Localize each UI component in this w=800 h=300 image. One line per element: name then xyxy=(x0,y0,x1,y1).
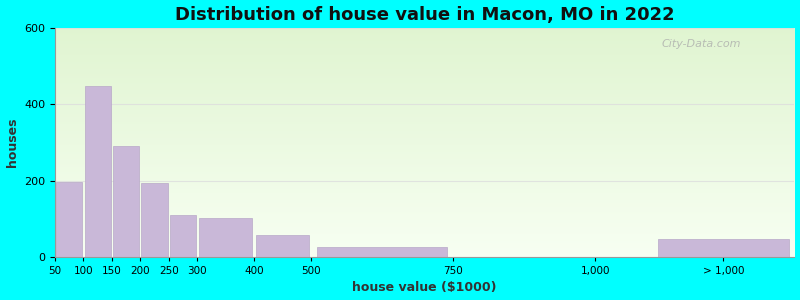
Bar xyxy=(113,146,139,257)
Text: City-Data.com: City-Data.com xyxy=(662,39,741,49)
Bar xyxy=(256,235,309,257)
Bar xyxy=(658,239,789,257)
Bar xyxy=(170,215,196,257)
Bar xyxy=(199,218,252,257)
Bar xyxy=(142,183,167,257)
Y-axis label: houses: houses xyxy=(6,118,18,167)
Bar xyxy=(56,182,82,257)
Bar xyxy=(85,86,110,257)
Title: Distribution of house value in Macon, MO in 2022: Distribution of house value in Macon, MO… xyxy=(175,6,674,24)
Bar xyxy=(317,247,447,257)
X-axis label: house value ($1000): house value ($1000) xyxy=(353,281,497,294)
